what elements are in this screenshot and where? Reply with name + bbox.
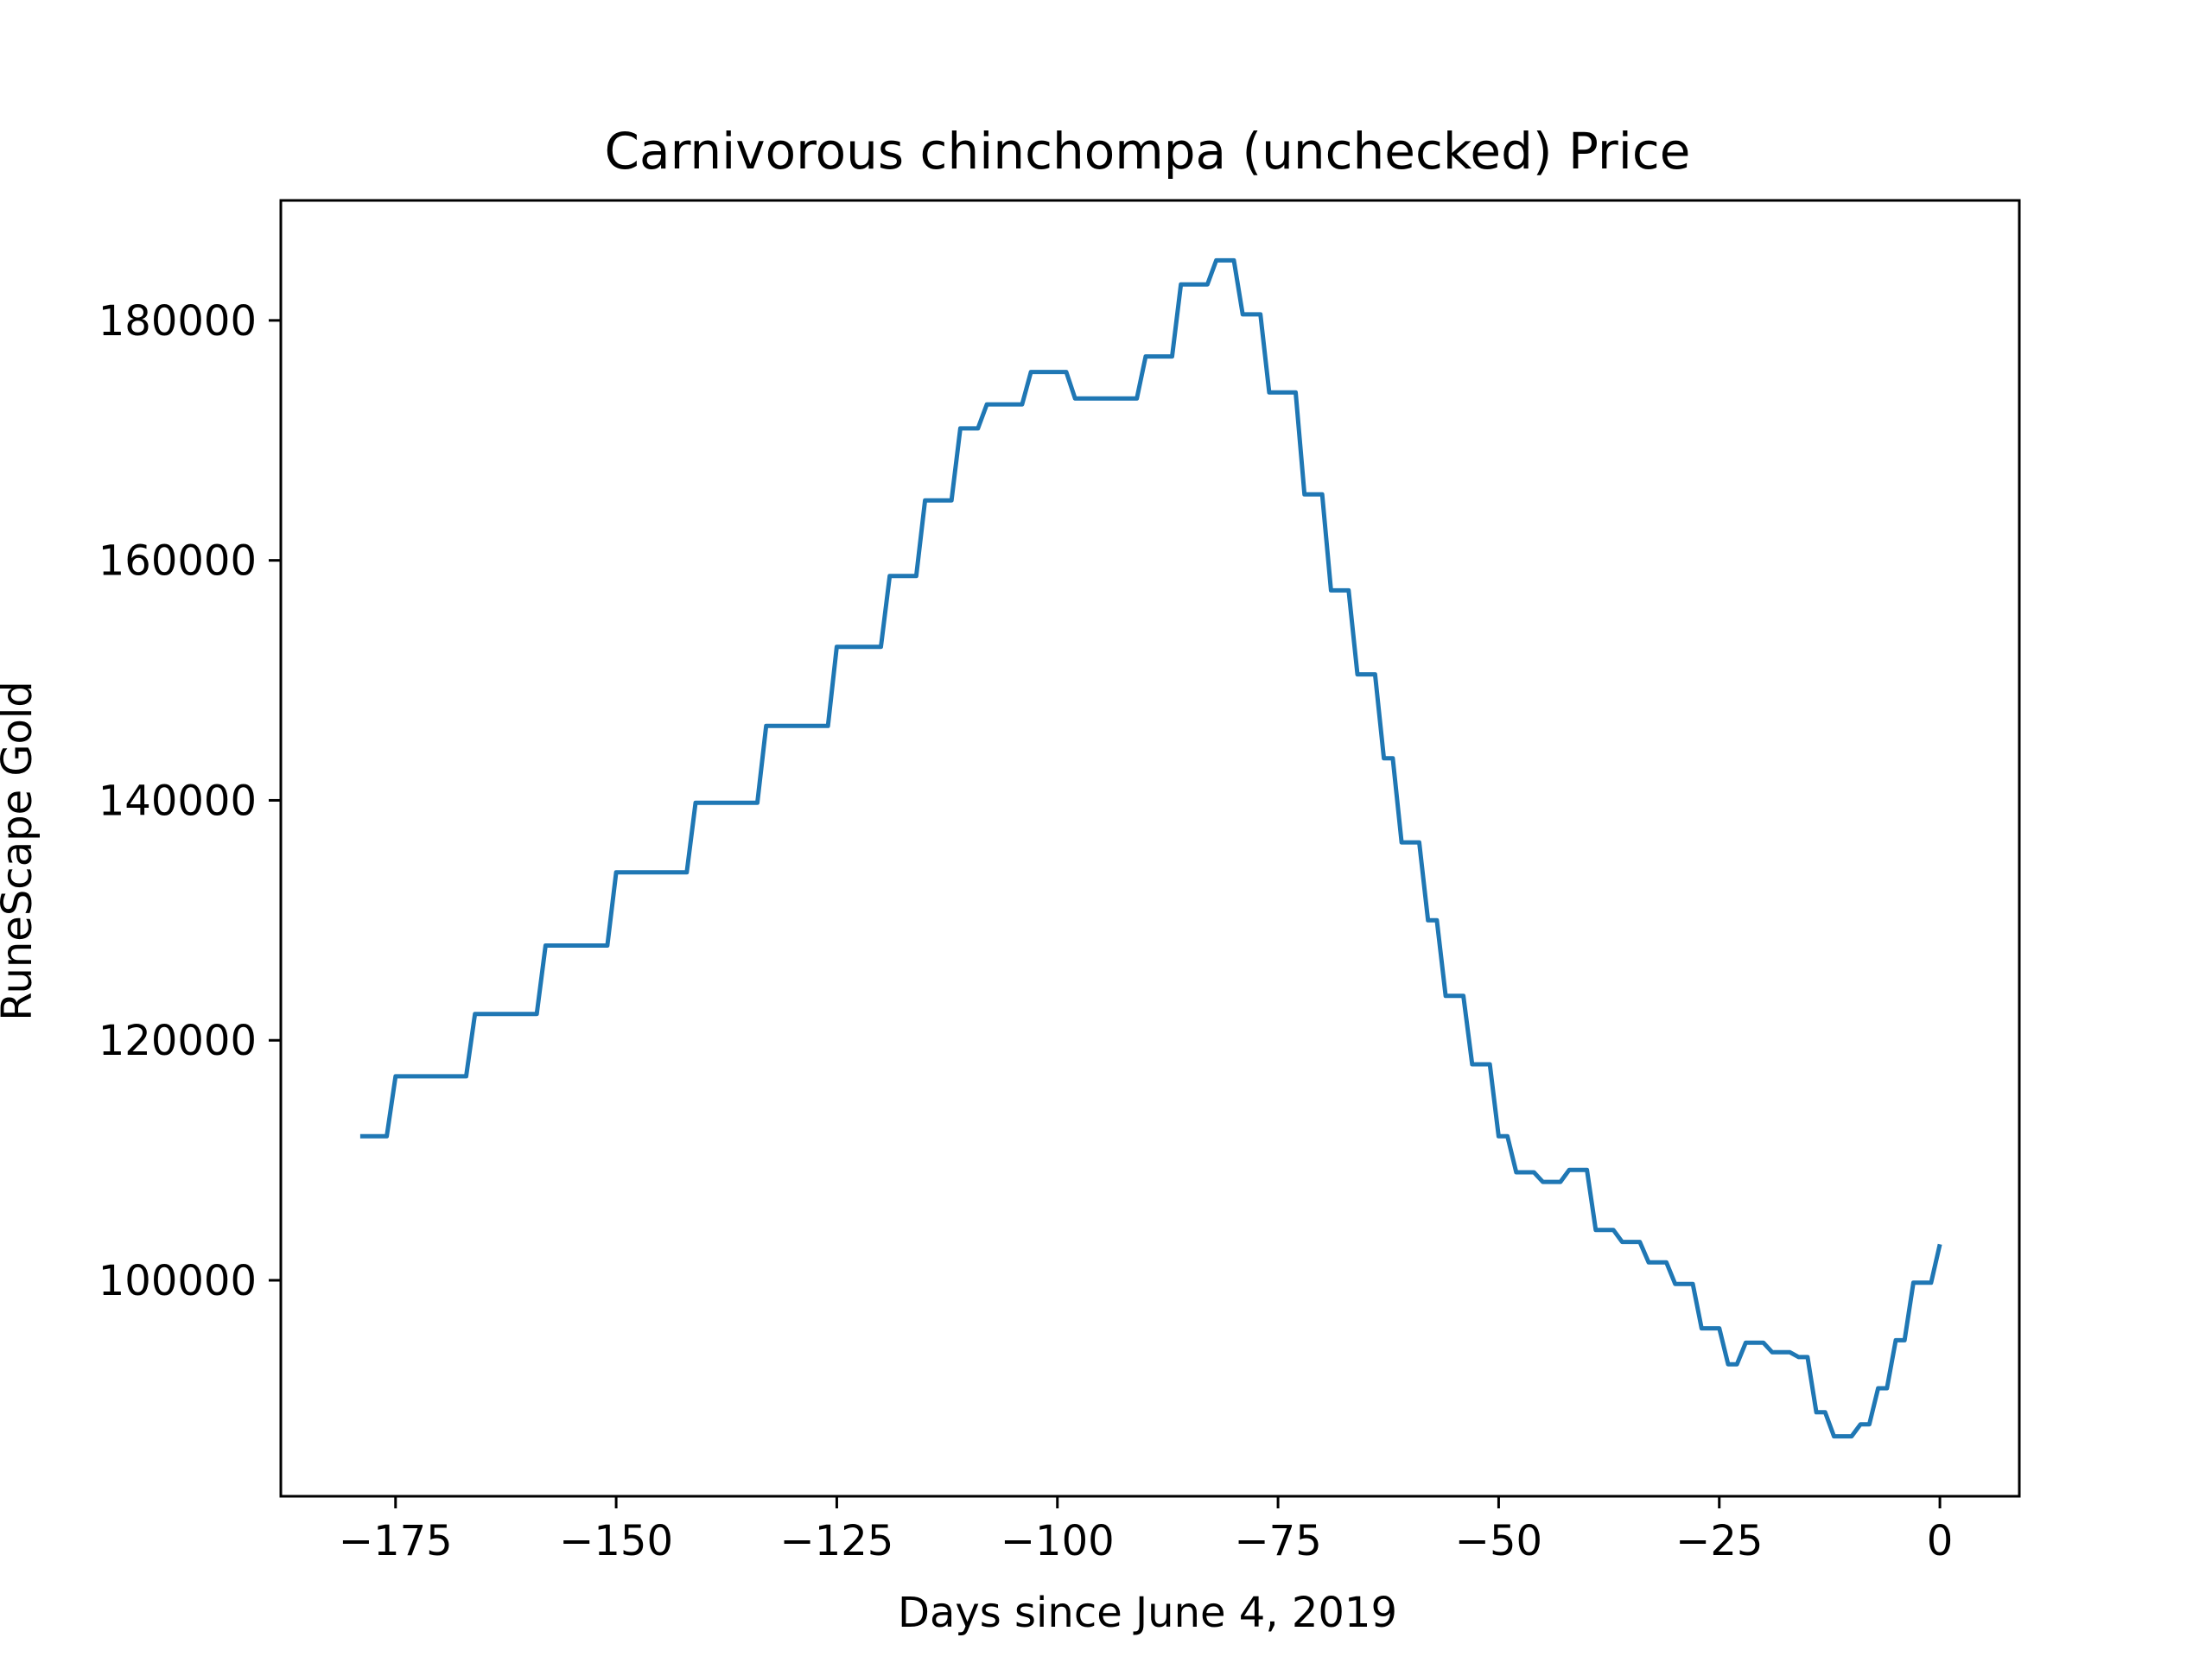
y-tick-label: 120000: [99, 1017, 257, 1065]
plot-area-frame: [279, 199, 2021, 1498]
x-axis: −175 −150 −125 −100 −75 −50 −25 0: [339, 1496, 1954, 1565]
y-tick-label: 180000: [99, 297, 257, 346]
x-tick-label: −125: [780, 1517, 894, 1565]
x-axis-label: Days since June 4, 2019: [898, 1589, 1397, 1637]
x-tick-label: −150: [559, 1517, 673, 1565]
x-tick-label: −25: [1675, 1517, 1763, 1565]
y-tick-label: 160000: [99, 537, 257, 586]
y-axis-label: RuneScape Gold: [0, 681, 41, 1020]
y-axis: 100000 120000 140000 160000 180000: [99, 297, 281, 1305]
x-tick-label: −50: [1455, 1517, 1542, 1565]
x-tick-label: −75: [1234, 1517, 1321, 1565]
price-series-line: [359, 257, 1942, 1439]
x-tick-label: −100: [1001, 1517, 1115, 1565]
x-tick-label: 0: [1927, 1517, 1954, 1565]
y-tick-label: 100000: [99, 1257, 257, 1305]
x-tick-label: −175: [339, 1517, 453, 1565]
chart-title: Carnivorous chinchompa (unchecked) Price: [605, 122, 1691, 181]
y-tick-label: 140000: [99, 777, 257, 825]
